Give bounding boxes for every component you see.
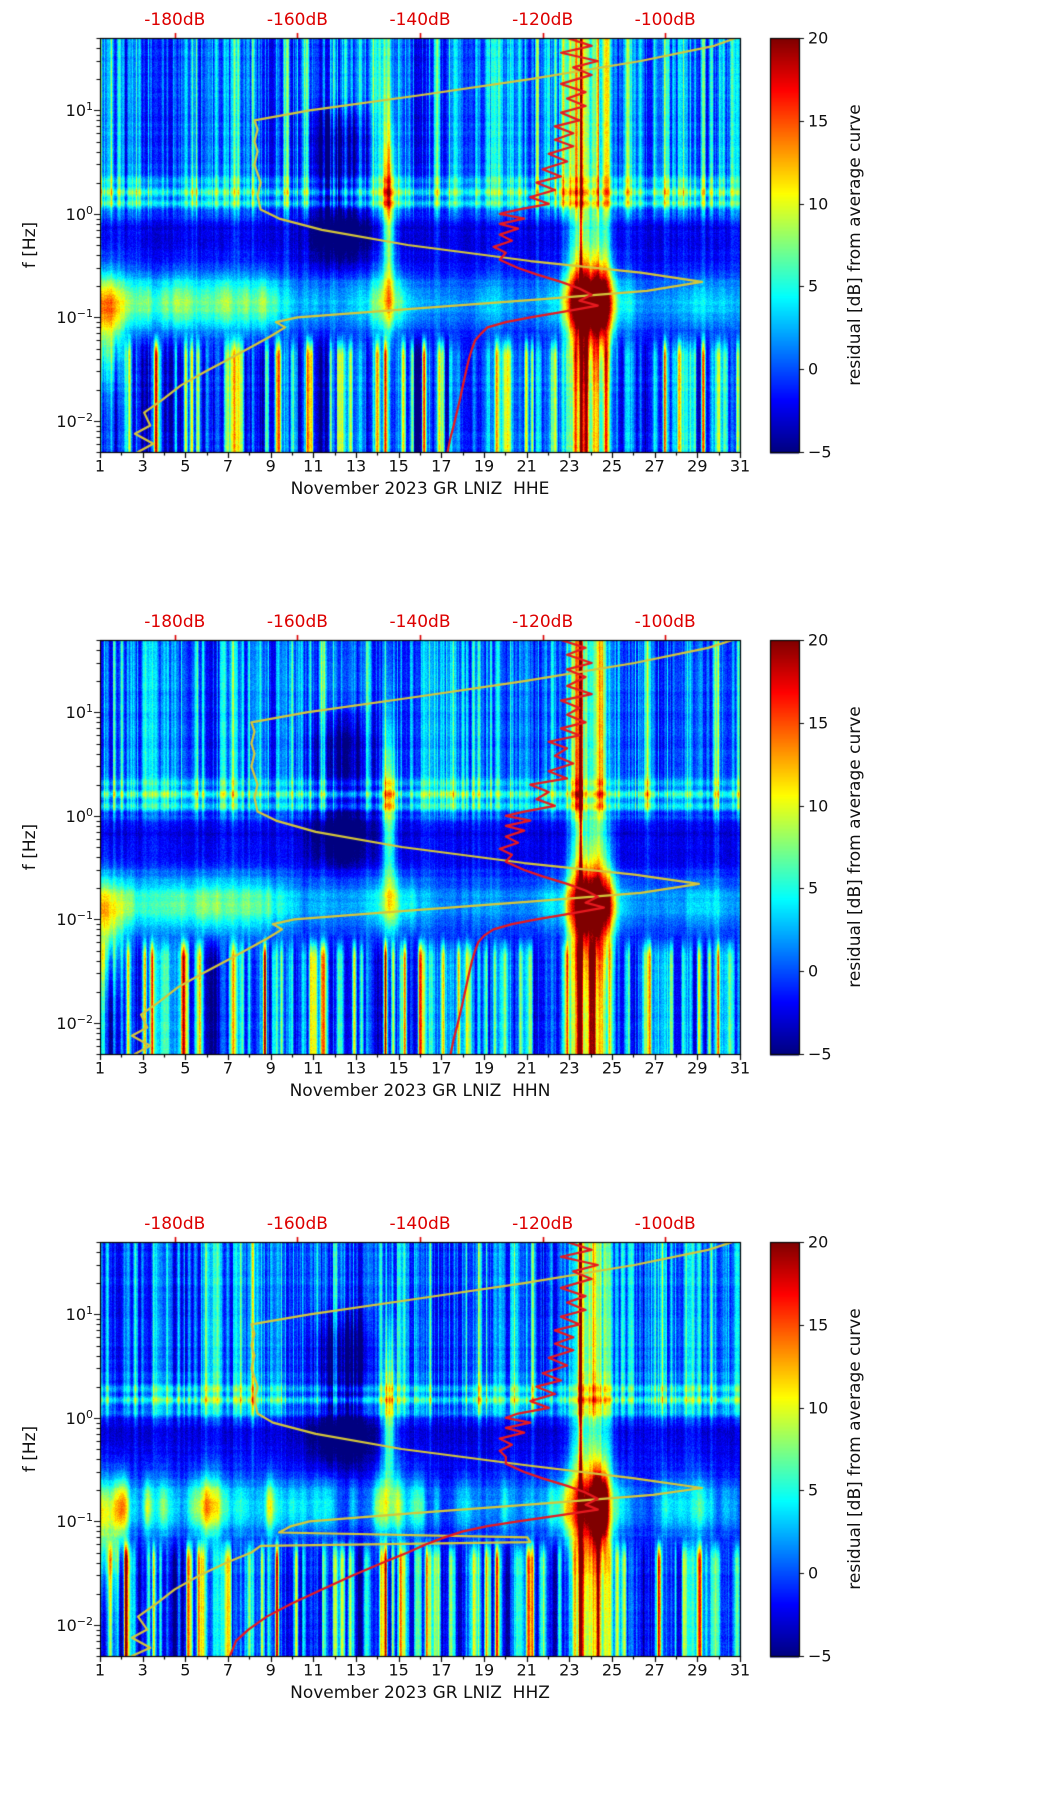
colorbar-label: residual [dB] from average curve xyxy=(845,104,865,386)
x-axis-title: November 2023 GR LNIZ HHN xyxy=(289,1081,551,1101)
colorbar-label: residual [dB] from average curve xyxy=(845,1308,865,1590)
x-axis-title: November 2023 GR LNIZ HHE xyxy=(290,479,550,499)
x-axis-title: November 2023 GR LNIZ HHZ xyxy=(290,1683,550,1703)
colorbar-label: residual [dB] from average curve xyxy=(845,706,865,988)
y-axis-label: f [Hz] xyxy=(20,1425,40,1473)
spectrogram-panel-hhn: 1 3 5 7 9 11 13 15 17 19 21 23 25 27 29 31 101 100 10−1 10−… xyxy=(0,602,1052,1204)
y-axis-label: f [Hz] xyxy=(20,221,40,269)
spectrogram-panel-hhz: 1 3 5 7 9 11 13 15 17 19 21 23 25 27 29 31 101 100 10−1 10−… xyxy=(0,1204,1052,1806)
spectrogram-canvas-hhn xyxy=(0,602,1052,1204)
spectrogram-canvas-hhz xyxy=(0,1204,1052,1806)
spectrogram-canvas-hhe xyxy=(0,0,1052,602)
y-axis-label: f [Hz] xyxy=(20,823,40,871)
spectrogram-panel-hhe: 1 3 5 7 9 11 13 15 17 19 21 23 25 27 29 31 101 100 10−1 10−… xyxy=(0,0,1052,602)
